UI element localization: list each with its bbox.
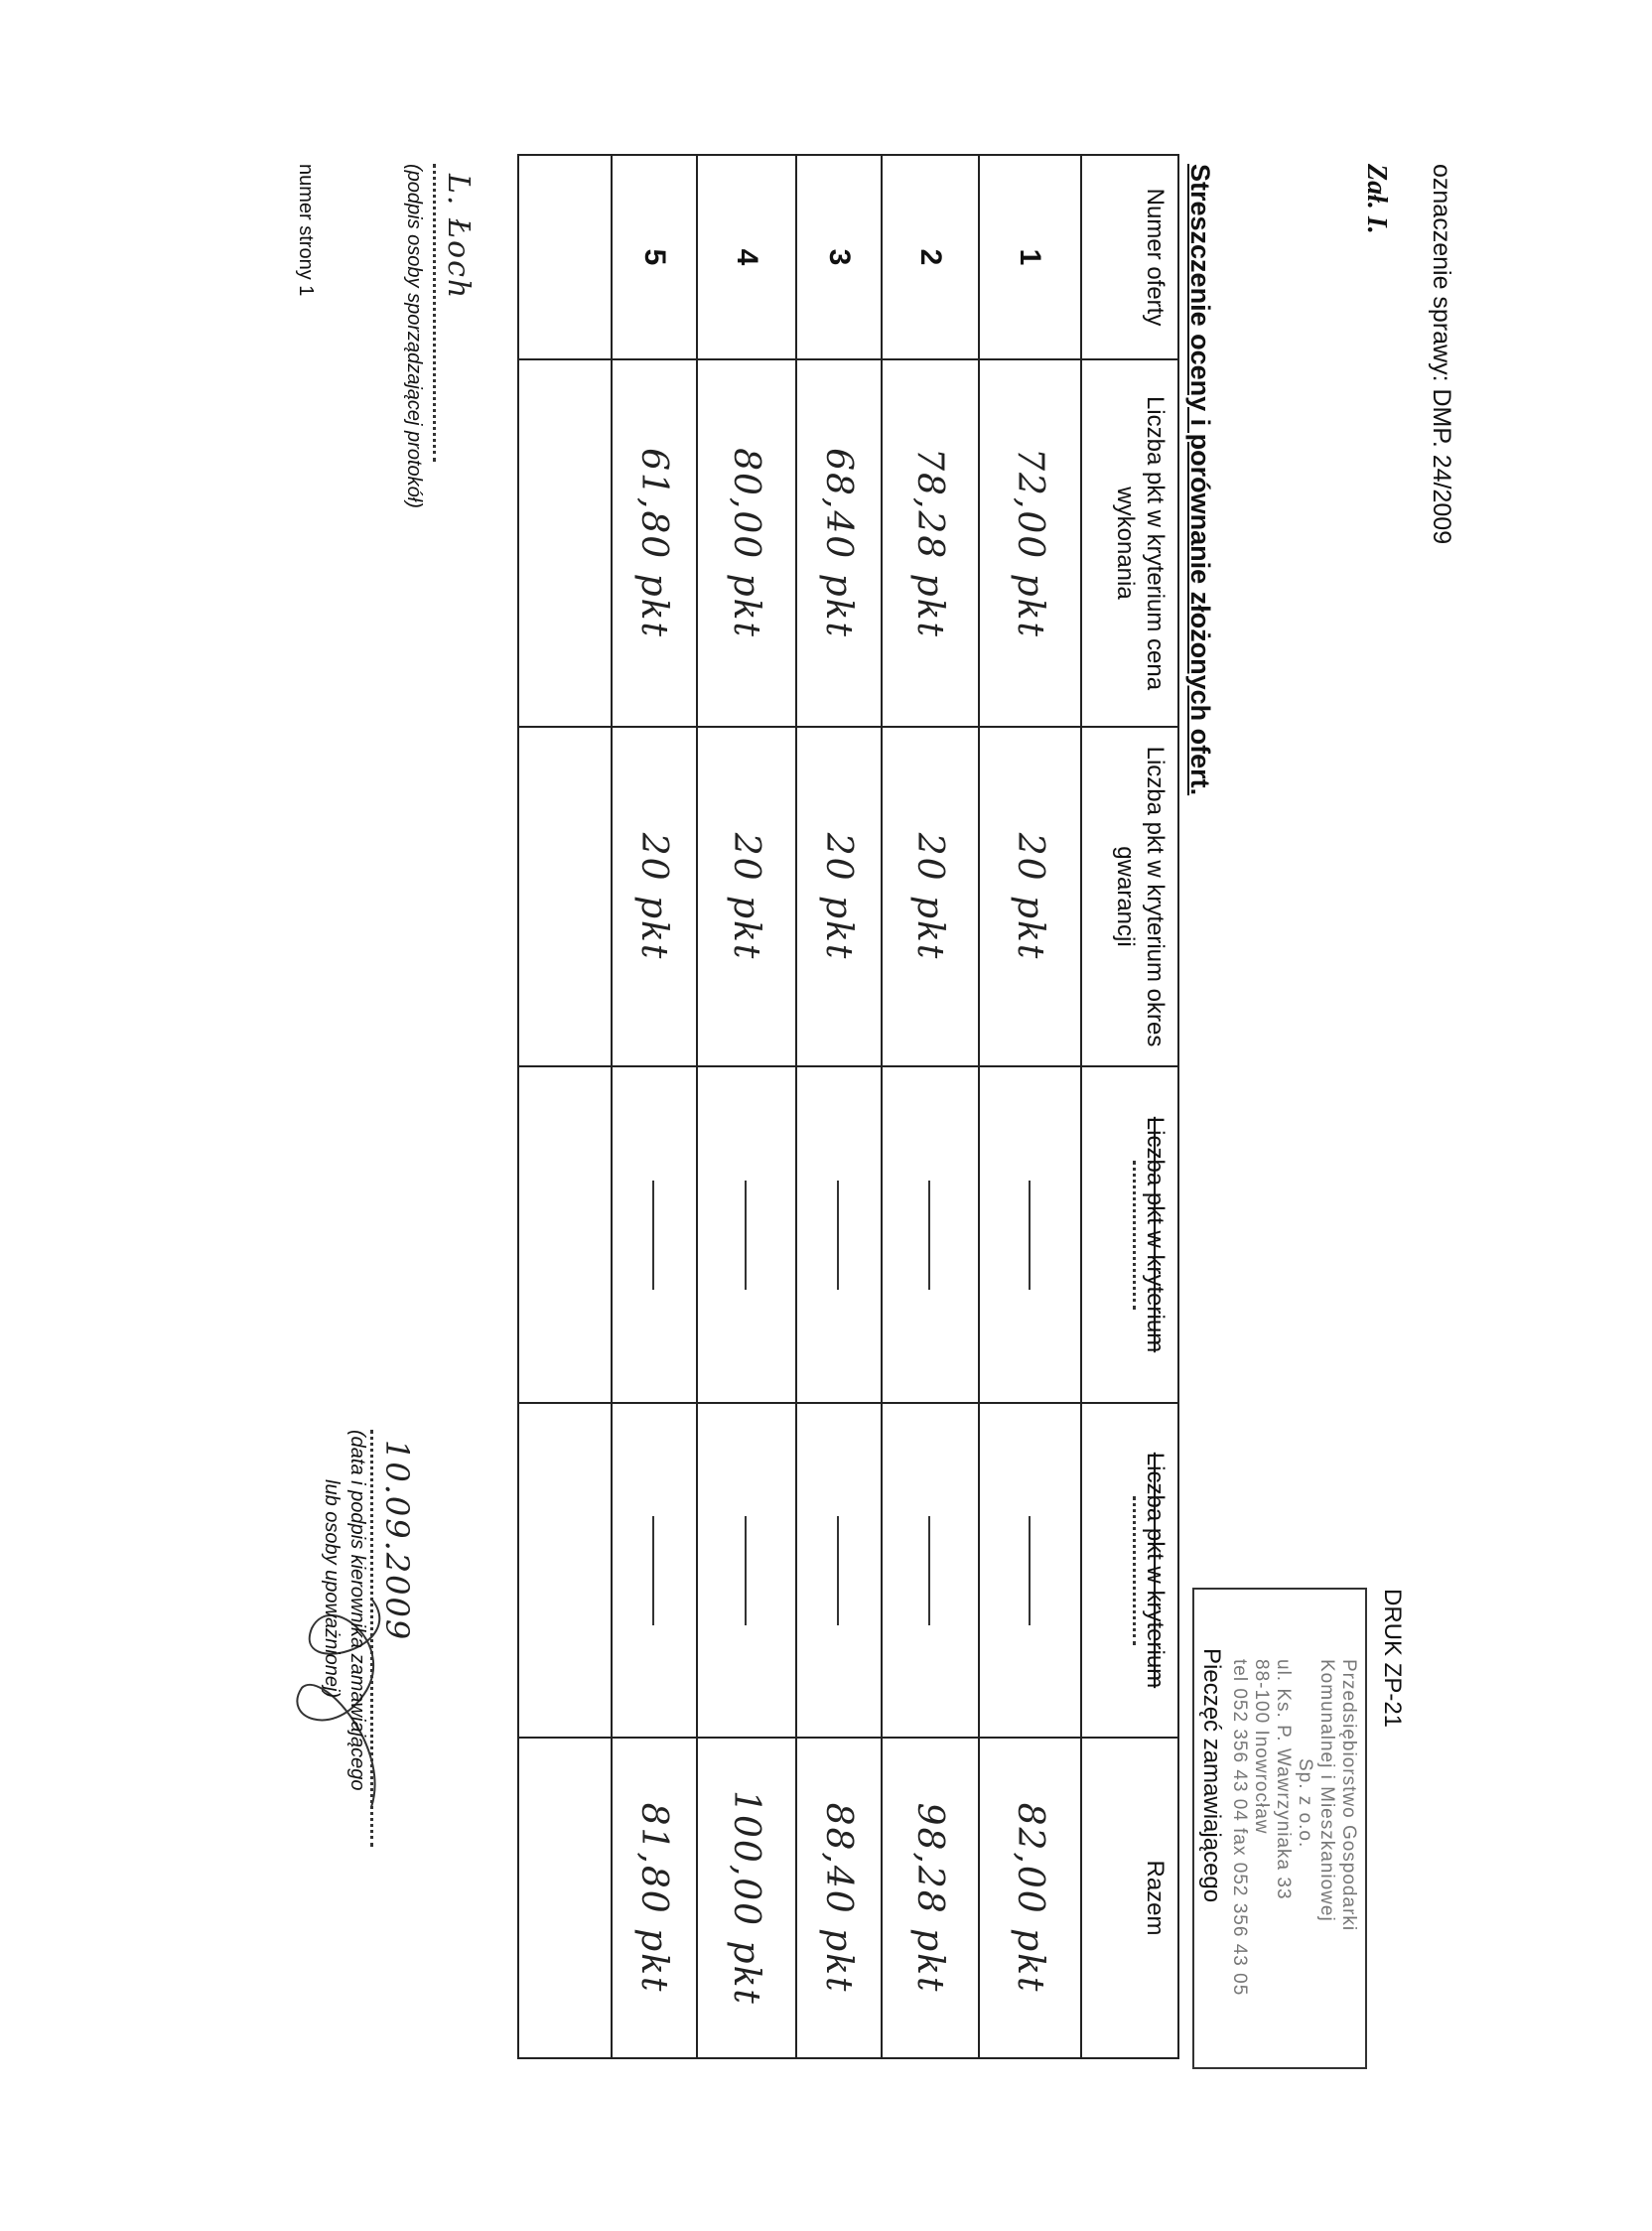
signature-line <box>370 1430 373 1847</box>
right-signature-caption-2: lub osoby upoważnionej) <box>321 1479 343 1699</box>
stamp-label: Pieczęć zamawiającego <box>1198 1648 1225 1903</box>
offer-number: 1 <box>979 155 1081 359</box>
warranty-points: 20 pkt <box>697 727 796 1066</box>
criterion-4-points <box>612 1403 697 1738</box>
header-price: Liczba pkt w kryterium cena wykonania <box>1081 359 1178 727</box>
offer-number: 2 <box>882 155 979 359</box>
attachment-label: Zał. I. <box>1361 164 1392 234</box>
stamp-text: Przedsiębiorstwo Gospodarki Komunalnej i… <box>1228 1590 1365 2067</box>
header-warranty: Liczba pkt w kryterium okres gwarancji <box>1081 727 1178 1066</box>
offer-number: 4 <box>697 155 796 359</box>
blank-dots <box>1133 1160 1136 1310</box>
criterion-4-points <box>979 1403 1081 1738</box>
dash <box>1028 1515 1031 1625</box>
left-signature: L. Łoch <box>441 174 476 301</box>
price-points: 72,00 pkt <box>979 359 1081 727</box>
stamp-line: ul. Ks. P. Wawrzyniaka 33 <box>1273 1659 1294 1900</box>
criterion-4-points <box>796 1403 882 1738</box>
dash <box>928 1515 931 1625</box>
empty-cell <box>518 359 612 727</box>
criterion-3-points <box>697 1066 796 1403</box>
dash <box>837 1180 840 1290</box>
empty-cell <box>518 727 612 1066</box>
dash <box>745 1515 748 1625</box>
price-points: 68,40 pkt <box>796 359 882 727</box>
offers-table: Numer oferty Liczba pkt w kryterium cena… <box>517 154 1179 2059</box>
dash <box>745 1180 748 1290</box>
criterion-3-points <box>796 1066 882 1403</box>
header-criterion-3-label: Liczba pkt w kryterium <box>1142 1116 1169 1353</box>
price-points: 78,28 pkt <box>882 359 979 727</box>
warranty-points: 20 pkt <box>882 727 979 1066</box>
offer-number: 5 <box>612 155 697 359</box>
total-points: 82,00 pkt <box>979 1738 1081 2058</box>
warranty-points: 20 pkt <box>796 727 882 1066</box>
left-signature-caption: (podpis osoby sporządzającej protokół) <box>403 164 425 508</box>
total-points: 88,40 pkt <box>796 1738 882 2058</box>
total-points: 81,80 pkt <box>612 1738 697 2058</box>
total-points: 100,00 pkt <box>697 1738 796 2058</box>
warranty-points: 20 pkt <box>979 727 1081 1066</box>
price-points: 61,80 pkt <box>612 359 697 727</box>
dash <box>1028 1180 1031 1290</box>
dash <box>837 1515 840 1625</box>
section-title: Streszczenie oceny i porównanie złożonyc… <box>1185 164 1215 796</box>
case-number: oznaczenie sprawy: DMP. 24/2009 <box>1428 164 1455 545</box>
header-criterion-4: Liczba pkt w kryterium <box>1081 1403 1178 1738</box>
header-criterion-3: Liczba pkt w kryterium <box>1081 1066 1178 1403</box>
stamp-line: Komunalnej i Mieszkaniowej <box>1316 1659 1337 1922</box>
empty-cell <box>518 1066 612 1403</box>
offer-number: 3 <box>796 155 882 359</box>
criterion-4-points <box>697 1403 796 1738</box>
stamp-line: Przedsiębiorstwo Gospodarki <box>1338 1659 1359 1932</box>
table-row: 5 61,80 pkt 20 pkt 81,80 pkt <box>612 155 697 2058</box>
blank-dots <box>1133 1495 1136 1645</box>
price-points: 80,00 pkt <box>697 359 796 727</box>
total-points: 98,28 pkt <box>882 1738 979 2058</box>
criterion-3-points <box>882 1066 979 1403</box>
criterion-3-points <box>979 1066 1081 1403</box>
table-row: 1 72,00 pkt 20 pkt 82,00 pkt <box>979 155 1081 2058</box>
page-number: numer strony 1 <box>295 164 317 297</box>
criterion-3-points <box>612 1066 697 1403</box>
dash <box>928 1180 931 1290</box>
stamp-line: tel 052 356 43 04 fax 052 356 43 05 <box>1229 1659 1250 1997</box>
form-code: DRUK ZP-21 <box>1379 1589 1406 1729</box>
header-total: Razem <box>1081 1738 1178 2058</box>
signature-line <box>433 164 436 462</box>
empty-cell <box>518 155 612 359</box>
table-row: 4 80,00 pkt 20 pkt 100,00 pkt <box>697 155 796 2058</box>
table-row-empty <box>518 155 612 2058</box>
empty-cell <box>518 1403 612 1738</box>
dash <box>652 1180 655 1290</box>
table-row: 3 68,40 pkt 20 pkt 88,40 pkt <box>796 155 882 2058</box>
criterion-4-points <box>882 1403 979 1738</box>
stamp-line: 88-100 Inowrocław <box>1251 1659 1272 1835</box>
right-signature-scribble <box>296 1598 381 1808</box>
header-criterion-4-label: Liczba pkt w kryterium <box>1142 1452 1169 1689</box>
warranty-points: 20 pkt <box>612 727 697 1066</box>
header-offer-number: Numer oferty <box>1081 155 1178 359</box>
table-row: 2 78,28 pkt 20 pkt 98,28 pkt <box>882 155 979 2058</box>
table-header-row: Numer oferty Liczba pkt w kryterium cena… <box>1081 155 1178 2058</box>
right-signature-caption: (data i podpis kierownika zamawiającego <box>346 1430 368 1791</box>
empty-cell <box>518 1738 612 2058</box>
stamp-line: Sp. z o.o. <box>1295 1758 1315 1849</box>
dash <box>652 1515 655 1625</box>
